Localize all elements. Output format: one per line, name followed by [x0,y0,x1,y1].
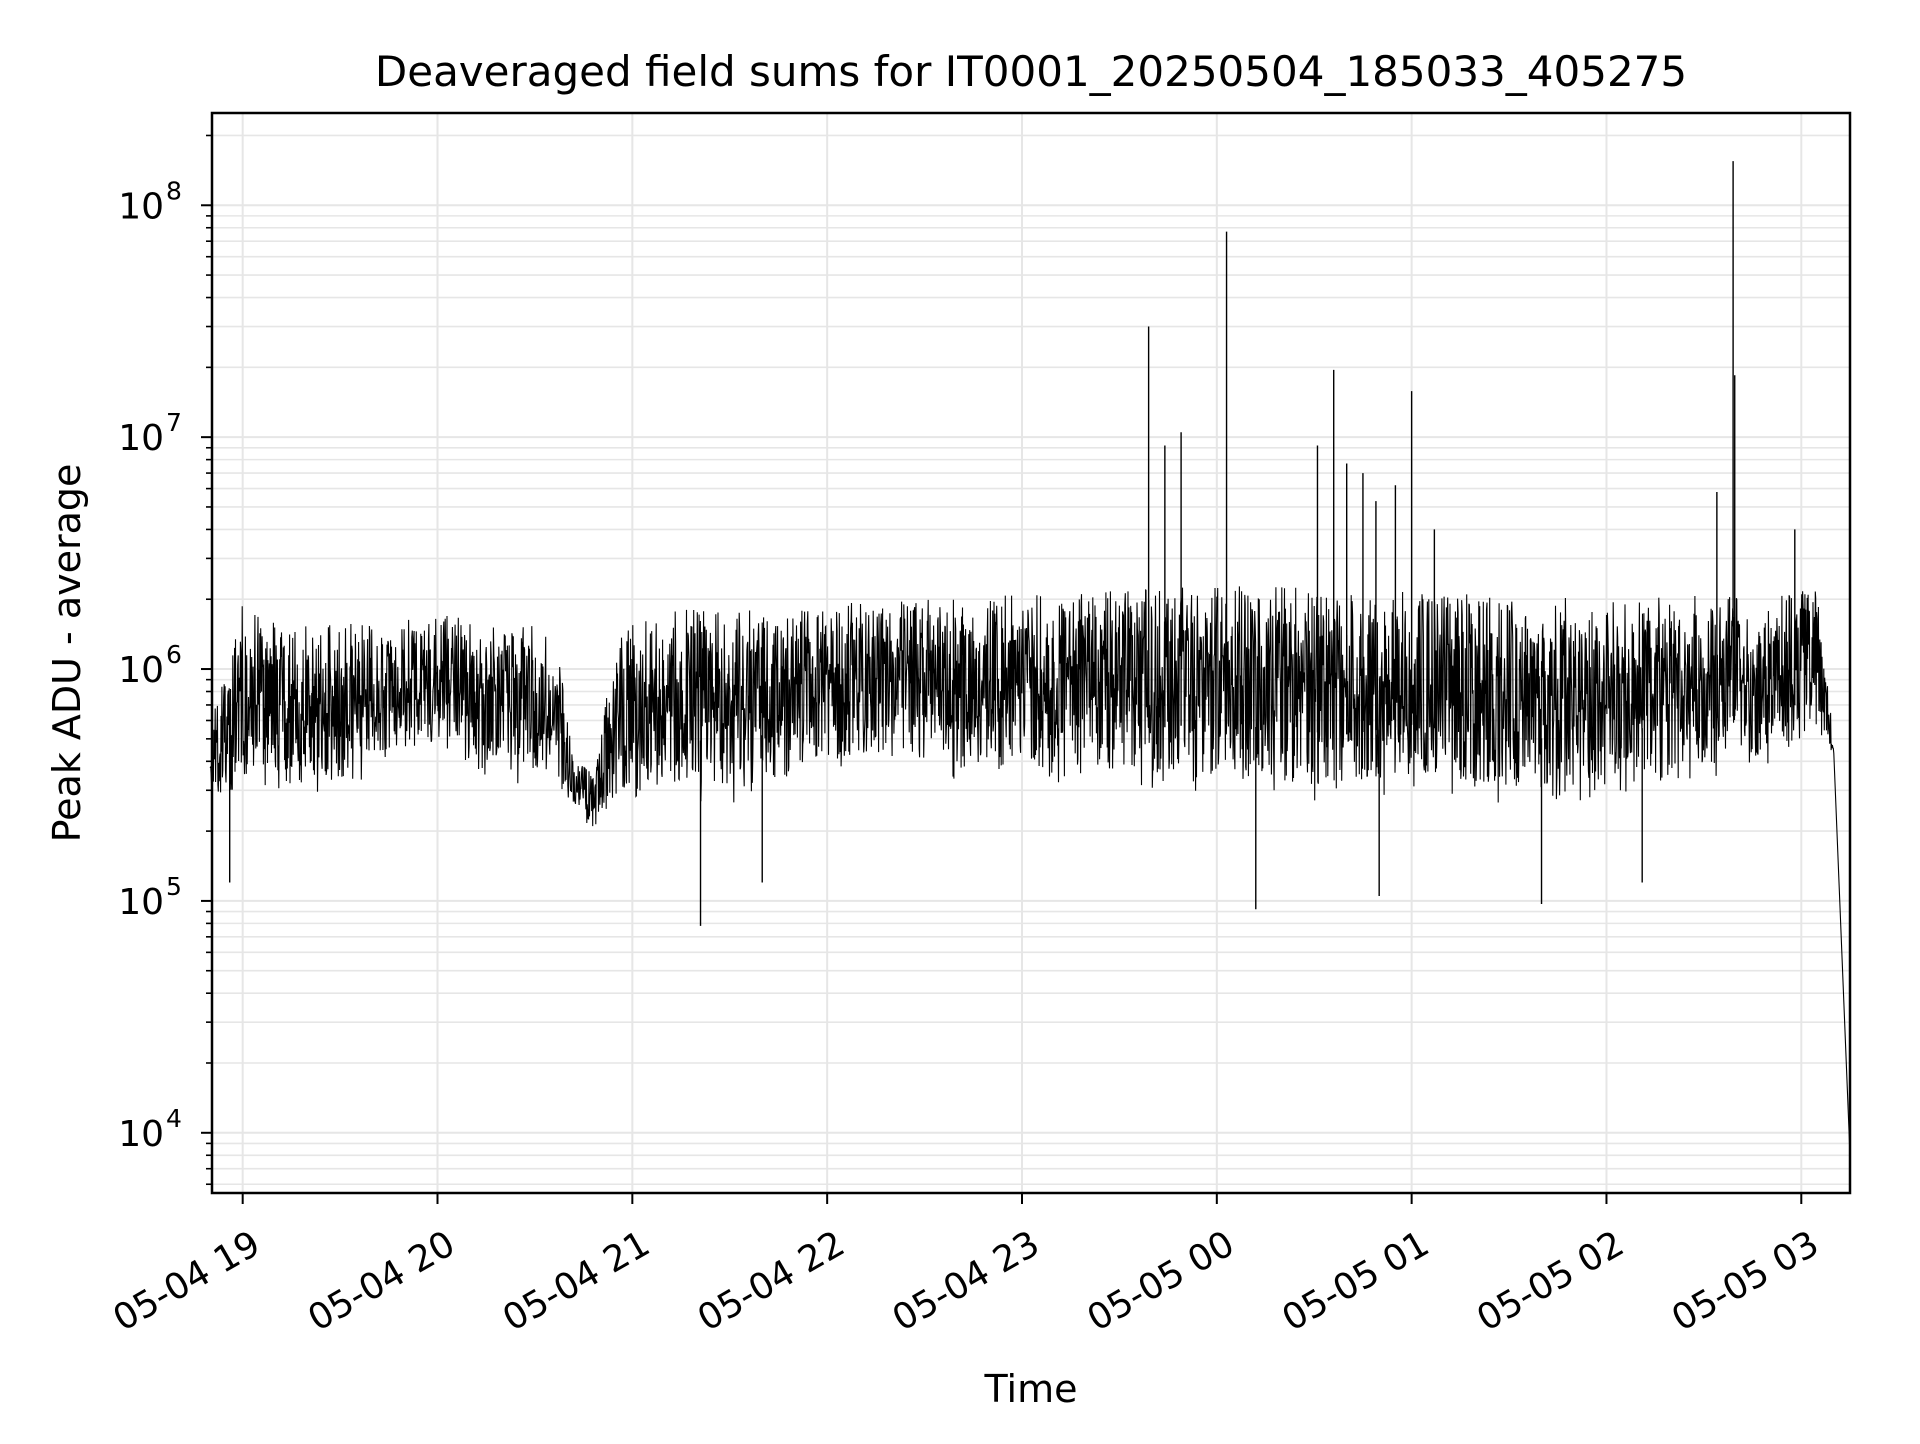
plot-frame [210,111,1852,1195]
y-tick-label: 10 [118,186,164,227]
y-tick-label: 10 [118,418,164,459]
y-tick-label-exponent: 8 [166,176,182,205]
y-tick-label-exponent: 6 [166,640,182,669]
y-tick-label-exponent: 4 [166,1104,182,1133]
grid-layer [212,113,1850,1193]
series-line [209,586,1851,1156]
y-tick-label-exponent: 7 [166,408,182,437]
series-layer [209,161,1851,1156]
y-tick-label-exponent: 5 [166,872,182,901]
y-tick-label: 10 [118,1114,164,1155]
y-axis-label: Peak ADU - average [45,464,89,843]
y-tick-label: 10 [118,650,164,691]
chart-title: Deaveraged field sums for IT0001_2025050… [375,47,1687,96]
x-axis-label: Time [984,1367,1078,1411]
y-tick-label: 10 [118,882,164,923]
